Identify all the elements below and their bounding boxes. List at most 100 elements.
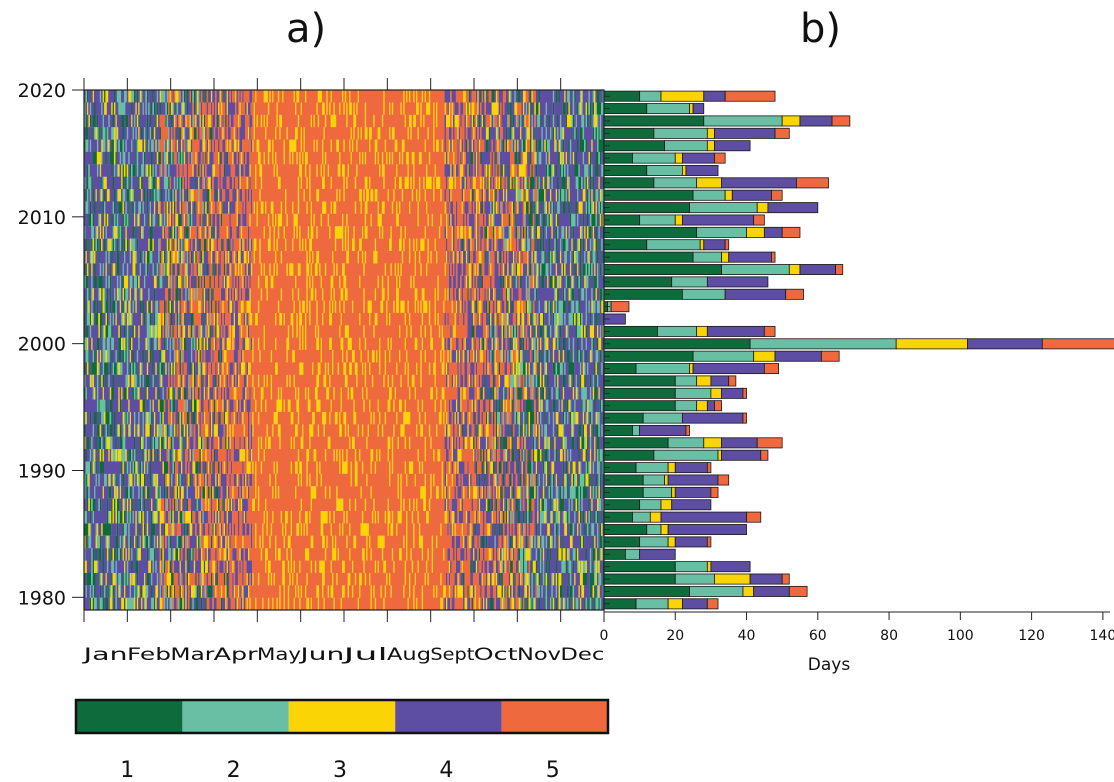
bar-segment-class-2	[642, 486, 673, 498]
colorbar-segment-5	[501, 700, 608, 733]
bar-segment-class-1	[603, 177, 655, 189]
year-tick-label: 1990	[18, 460, 66, 482]
bar-segment-class-3	[699, 239, 705, 251]
bar-segment-class-2	[646, 524, 662, 536]
bar-segment-class-2	[664, 140, 708, 152]
bar-segment-class-3	[753, 350, 776, 362]
bar-segment-class-5	[724, 239, 730, 251]
bar-x-tick-label: 0	[600, 628, 609, 644]
bar-segment-class-1	[603, 449, 655, 461]
bar-segment-class-4	[667, 474, 719, 486]
bar-segment-class-4	[706, 325, 765, 337]
bar-x-tick-label: 140	[1090, 628, 1114, 644]
bar-x-axis-label: Days	[808, 655, 851, 675]
bar-segment-class-4	[731, 189, 772, 201]
month-tick-label: Jan	[82, 645, 128, 665]
bar-segment-class-4	[763, 226, 783, 238]
bar-segment-class-2	[653, 449, 719, 461]
colorbar-frame	[74, 698, 610, 735]
bar-segment-class-2	[642, 474, 665, 486]
bar-segment-class-2	[635, 363, 690, 375]
bar-segment-class-5	[742, 412, 747, 424]
bar-segment-class-5	[781, 573, 790, 585]
bar-segment-class-1	[603, 276, 673, 288]
bar-segment-class-2	[657, 325, 698, 337]
bar-segment-class-5	[835, 264, 844, 276]
bar-segment-class-2	[689, 585, 744, 597]
bar-segment-class-2	[639, 90, 662, 102]
bar-segment-class-3	[895, 338, 968, 350]
bar-segment-class-1	[603, 127, 655, 139]
bar-segment-class-3	[706, 127, 715, 139]
bar-segment-class-2	[646, 103, 690, 115]
bar-segment-class-4	[692, 363, 765, 375]
bar-x-tick-label: 40	[738, 628, 756, 644]
month-tick-label: Apr	[214, 645, 258, 665]
bar-segment-class-4	[674, 536, 708, 548]
month-tick-label: Feb	[127, 645, 171, 665]
bar-segment-class-4	[714, 140, 751, 152]
bar-segment-class-5	[774, 127, 790, 139]
bar-segment-class-1	[603, 140, 665, 152]
bar-segment-class-1	[603, 164, 648, 176]
colorbar: 1 2 3 4 5	[74, 698, 610, 782]
bar-x-tick-label: 120	[1018, 628, 1045, 644]
bar-segment-class-5	[820, 350, 840, 362]
bar-segment-class-5	[710, 486, 719, 498]
bar-segment-class-5	[742, 387, 747, 399]
bar-segment-class-1	[603, 226, 698, 238]
colorbar-segment-2	[182, 700, 289, 733]
bar-segment-class-3	[696, 325, 708, 337]
bar-segment-class-1	[603, 585, 690, 597]
bar-segment-class-4	[639, 424, 687, 436]
bar-segment-class-3	[649, 511, 662, 523]
bar-segment-class-1	[603, 524, 648, 536]
bar-segment-class-5	[746, 511, 762, 523]
month-tick-label: May	[257, 645, 301, 665]
bar-segment-class-3	[667, 598, 683, 610]
bar-segment-class-2	[632, 152, 676, 164]
bar-segment-class-2	[653, 127, 708, 139]
bar-segment-class-4	[721, 449, 762, 461]
bar-segment-class-5	[785, 288, 804, 300]
bar-segment-class-3	[681, 164, 687, 176]
bar-segment-class-3	[706, 561, 712, 573]
bar-segment-class-3	[667, 462, 676, 474]
bar-segment-class-3	[660, 524, 669, 536]
month-tick-label: Oct	[474, 645, 518, 665]
bar-x-tick-label: 100	[947, 628, 974, 644]
bar-segment-class-4	[639, 548, 676, 560]
bar-segment-class-3	[781, 115, 801, 127]
bar-segment-class-5	[796, 177, 829, 189]
bar-segment-class-2	[674, 573, 715, 585]
colorbar-label: 1	[120, 758, 134, 782]
bar-segment-class-3	[756, 202, 769, 214]
panel-b-title: b)	[800, 6, 841, 52]
bar-x-tick-label: 20	[666, 628, 684, 644]
bar-segment-class-3	[664, 474, 669, 486]
year-tick-label: 2000	[18, 334, 66, 356]
bar-segment-class-2	[624, 548, 641, 560]
bar-segment-class-1	[603, 202, 690, 214]
bar-segment-class-4	[749, 573, 783, 585]
bar-segment-class-4	[667, 524, 747, 536]
bar-segment-class-4	[710, 561, 751, 573]
year-tick-label: 2020	[18, 80, 66, 102]
bar-segment-class-4	[681, 152, 715, 164]
bar-segment-class-4	[710, 375, 730, 387]
bar-segment-class-2	[674, 375, 698, 387]
bar-segment-class-2	[696, 226, 747, 238]
bar-segment-class-5	[717, 474, 730, 486]
bar-segment-class-3	[788, 264, 801, 276]
bar-segment-class-1	[603, 288, 683, 300]
bar-segment-class-3	[660, 90, 705, 102]
bar-segment-class-1	[603, 325, 658, 337]
bar-segment-class-1	[603, 573, 676, 585]
bar-segment-class-4	[674, 462, 708, 474]
stacked-bars	[603, 90, 1114, 610]
bar-segment-class-1	[603, 338, 751, 350]
bar-segment-class-3	[714, 573, 751, 585]
bar-segment-class-3	[674, 214, 683, 226]
bar-segment-class-2	[749, 338, 897, 350]
bar-segment-class-4	[681, 412, 744, 424]
